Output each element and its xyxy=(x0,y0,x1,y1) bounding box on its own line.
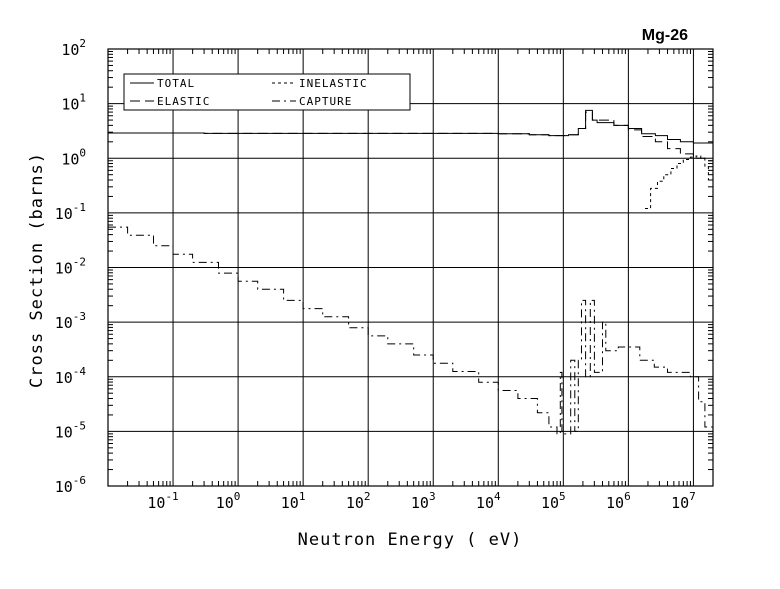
y-tick-label-exponent: 1 xyxy=(79,92,86,105)
y-tick-label: 101 xyxy=(61,92,86,114)
x-tick-label-exponent: -1 xyxy=(165,490,178,503)
y-tick-label: 102 xyxy=(61,37,86,59)
y-tick-label: 10-2 xyxy=(55,256,86,278)
plot-border xyxy=(107,48,714,487)
x-tick-label-exponent: 5 xyxy=(559,490,566,503)
x-tick-label-base: 10 xyxy=(541,494,559,512)
x-tick-label-base: 10 xyxy=(281,494,299,512)
x-tick-label-base: 10 xyxy=(411,494,429,512)
x-tick-label: 105 xyxy=(541,490,566,512)
legend-label-total: TOTAL xyxy=(157,77,195,90)
x-tick-label-exponent: 1 xyxy=(299,490,306,503)
y-tick-label: 10-5 xyxy=(55,419,86,441)
y-tick-label-exponent: -1 xyxy=(73,201,86,214)
x-tick-label: 100 xyxy=(216,490,241,512)
x-tick-label: 107 xyxy=(671,490,696,512)
series-line-total xyxy=(108,109,714,144)
series-line-elastic xyxy=(108,111,714,163)
x-tick-label-exponent: 7 xyxy=(689,490,696,503)
y-tick-label-exponent: -4 xyxy=(73,365,87,378)
y-tick-label-exponent: -6 xyxy=(73,474,86,487)
x-axis-label: Neutron Energy ( eV) xyxy=(298,530,523,550)
x-tick-labels: 10-1 100 101 102 103 104 105 106 107 xyxy=(147,490,695,512)
y-tick-label-exponent: 2 xyxy=(79,37,86,50)
x-tick-label: 10-1 xyxy=(147,490,178,512)
y-axis-label: Cross Section (barns) xyxy=(27,152,47,388)
y-tick-label-base: 10 xyxy=(55,423,73,441)
series-lines xyxy=(108,109,714,460)
y-tick-label-base: 10 xyxy=(61,96,79,114)
x-tick-label-base: 10 xyxy=(147,494,165,512)
x-tick-label-exponent: 0 xyxy=(234,490,241,503)
y-tick-label-base: 10 xyxy=(61,41,79,59)
x-tick-label-base: 10 xyxy=(216,494,234,512)
legend-label-capture: CAPTURE xyxy=(299,95,352,108)
x-tick-label: 104 xyxy=(476,490,501,512)
series-line-capture xyxy=(108,226,714,460)
x-tick-label-base: 10 xyxy=(346,494,364,512)
y-tick-label-base: 10 xyxy=(55,314,73,332)
y-tick-label-base: 10 xyxy=(55,260,73,278)
y-tick-label: 10-1 xyxy=(55,201,86,223)
y-tick-label-base: 10 xyxy=(55,369,73,387)
y-tick-label-base: 10 xyxy=(55,478,73,496)
chart-title: Mg-26 xyxy=(642,27,688,44)
y-tick-label: 100 xyxy=(61,146,86,168)
x-tick-label-base: 10 xyxy=(671,494,689,512)
y-tick-label: 10-3 xyxy=(55,310,86,332)
x-tick-label: 102 xyxy=(346,490,371,512)
y-tick-label-base: 10 xyxy=(61,150,79,168)
legend-label-elastic: ELASTIC xyxy=(157,95,210,108)
y-tick-label-exponent: -5 xyxy=(73,419,86,432)
x-tick-label-base: 10 xyxy=(606,494,624,512)
x-tick-label: 101 xyxy=(281,490,306,512)
plot-frame xyxy=(107,48,714,487)
x-tick-label-exponent: 6 xyxy=(624,490,631,503)
legend-label-inelastic: INELASTIC xyxy=(299,77,368,90)
series-line-inelastic xyxy=(645,155,714,209)
x-tick-label: 103 xyxy=(411,490,436,512)
x-tick-label-exponent: 4 xyxy=(494,490,501,503)
legend: TOTAL ELASTIC INELASTIC CAPTURE xyxy=(123,73,411,111)
x-tick-label-exponent: 2 xyxy=(364,490,371,503)
y-tick-label-base: 10 xyxy=(55,205,73,223)
x-tick-label-base: 10 xyxy=(476,494,494,512)
legend-box xyxy=(123,73,411,111)
y-tick-label: 10-6 xyxy=(55,474,86,496)
y-tick-label-exponent: -3 xyxy=(73,310,86,323)
x-tick-label: 106 xyxy=(606,490,631,512)
y-tick-label-exponent: 0 xyxy=(79,146,86,159)
y-tick-label-exponent: -2 xyxy=(73,256,86,269)
x-tick-label-exponent: 3 xyxy=(429,490,436,503)
y-tick-label: 10-4 xyxy=(55,365,87,387)
